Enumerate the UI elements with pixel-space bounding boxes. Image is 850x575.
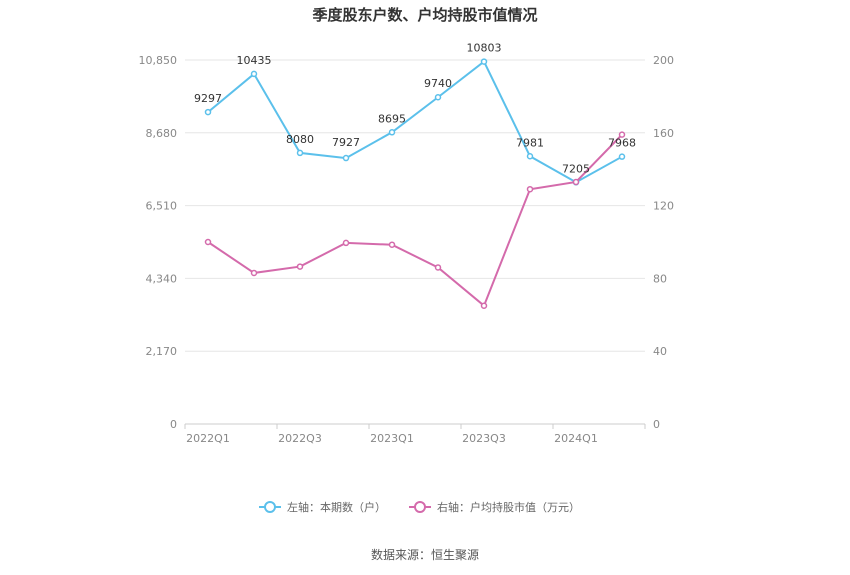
series-2-point[interactable] (526, 185, 534, 193)
x-tick-label: 2023Q3 (462, 432, 506, 445)
series-1-point[interactable] (204, 108, 212, 116)
series-1-point[interactable] (434, 93, 442, 101)
grid (185, 59, 645, 425)
legend-marker-series-1 (264, 501, 276, 513)
data-label: 7205 (562, 162, 590, 175)
series-1-point[interactable] (296, 149, 304, 157)
series-line-2 (207, 133, 623, 308)
y-axis-left: 0 2,170 4,340 6,510 8,680 10,850 (139, 54, 178, 431)
series-2-point[interactable] (618, 131, 626, 138)
data-label: 10435 (237, 54, 272, 67)
data-label: 7981 (516, 136, 544, 149)
data-label: 7968 (608, 137, 636, 150)
data-label: 8080 (286, 133, 314, 146)
data-label: 9740 (424, 77, 452, 90)
series-2-point[interactable] (250, 269, 258, 277)
y-left-tick-label: 0 (170, 418, 177, 431)
x-tick-label: 2022Q3 (278, 432, 322, 445)
series-layer (204, 58, 626, 309)
y-axis-right: 0 40 80 120 160 200 (653, 54, 674, 431)
series-1-point[interactable] (526, 153, 534, 160)
y-left-tick-label: 6,510 (146, 200, 178, 213)
legend-item-series-2[interactable]: 右轴：户均持股市值（万元） (409, 500, 580, 514)
y-right-tick-label: 120 (653, 200, 674, 213)
chart-title: 季度股东户数、户均持股市值情况 (312, 6, 537, 24)
data-label: 8695 (378, 112, 406, 125)
series-1-point[interactable] (250, 70, 258, 78)
legend: 左轴：本期数（户） 右轴：户均持股市值（万元） (259, 500, 580, 514)
series-2-point[interactable] (388, 241, 396, 248)
series-2-point[interactable] (296, 263, 304, 270)
data-label: 10803 (467, 42, 502, 55)
series-2-point[interactable] (572, 178, 580, 186)
series-1-point[interactable] (342, 154, 350, 162)
x-tick-label: 2024Q1 (554, 432, 598, 445)
legend-marker-series-2 (414, 501, 426, 513)
y-left-tick-label: 2,170 (146, 345, 178, 358)
x-axis: 2022Q1 2022Q3 2023Q1 2023Q3 2024Q1 (184, 424, 646, 445)
legend-label-series-1: 左轴：本期数（户） (287, 500, 386, 514)
source-note: 数据来源：恒生聚源 (371, 547, 479, 562)
series-2-point[interactable] (342, 239, 350, 247)
series-1-point[interactable] (388, 129, 396, 136)
series-1-point[interactable] (618, 153, 626, 160)
series-1-point[interactable] (480, 58, 488, 65)
series-line-1 (207, 60, 623, 184)
series-2-point[interactable] (204, 238, 212, 246)
data-label: 9297 (194, 92, 222, 105)
y-right-tick-label: 0 (653, 418, 660, 431)
series-2-point[interactable] (480, 302, 488, 309)
x-tick-label: 2023Q1 (370, 432, 414, 445)
y-left-tick-label: 8,680 (146, 127, 178, 140)
y-right-tick-label: 200 (653, 54, 674, 67)
series-2-point[interactable] (434, 264, 442, 271)
y-right-tick-label: 80 (653, 272, 667, 285)
legend-label-series-2: 右轴：户均持股市值（万元） (437, 500, 580, 514)
y-right-tick-label: 160 (653, 127, 674, 140)
data-label: 7927 (332, 136, 360, 149)
legend-item-series-1[interactable]: 左轴：本期数（户） (259, 500, 386, 514)
y-left-tick-label: 4,340 (146, 272, 178, 285)
y-left-tick-label: 10,850 (139, 54, 178, 67)
data-labels: 9297 10435 8080 7927 8695 9740 10803 7981 7205 79… (194, 42, 636, 176)
x-tick-label: 2022Q1 (186, 432, 230, 445)
y-right-tick-label: 40 (653, 345, 667, 358)
